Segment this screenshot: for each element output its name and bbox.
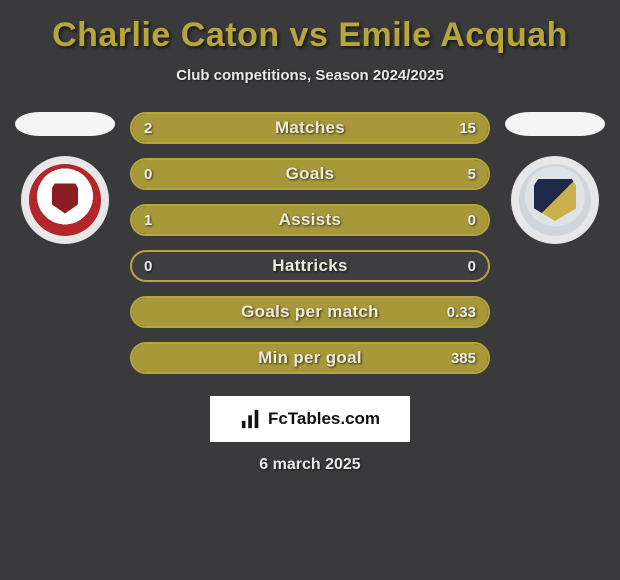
stat-value-right: 0 [468,206,476,234]
stat-label: Goals [132,160,488,188]
stat-value-left: 0 [144,160,152,188]
content-row: Matches215Goals05Assists10Hattricks00Goa… [0,112,620,374]
stat-label: Hattricks [132,252,488,280]
stat-value-right: 0.33 [447,298,476,326]
stat-label: Matches [132,114,488,142]
stat-label: Min per goal [132,344,488,372]
date-text: 6 march 2025 [0,456,620,474]
left-flag-icon [15,112,115,136]
stat-value-left: 2 [144,114,152,142]
stat-bars: Matches215Goals05Assists10Hattricks00Goa… [130,112,490,374]
left-player-col [10,112,120,244]
right-player-col [500,112,610,244]
stat-row: Min per goal385 [130,342,490,374]
left-club-crest [21,156,109,244]
page-title: Charlie Caton vs Emile Acquah [0,16,620,55]
crest-graphic-icon [29,164,101,236]
stat-value-left: 0 [144,252,152,280]
stat-value-right: 5 [468,160,476,188]
chart-bars-icon [240,408,262,430]
stat-value-right: 385 [451,344,476,372]
stat-value-right: 0 [468,252,476,280]
stat-row: Goals0 5 [130,158,490,190]
right-flag-icon [505,112,605,136]
stat-value-right: 15 [459,114,476,142]
right-club-crest [511,156,599,244]
brand-badge: FcTables.com [210,396,410,442]
subtitle: Club competitions, Season 2024/2025 [0,67,620,84]
stat-label: Goals per match [132,298,488,326]
stat-label: Assists [132,206,488,234]
brand-text: FcTables.com [268,409,380,429]
stat-value-left: 1 [144,206,152,234]
stat-row: Goals per match0.33 [130,296,490,328]
stat-row: Hattricks0 0 [130,250,490,282]
stat-row: Assists1 0 [130,204,490,236]
crest-graphic-icon [519,164,591,236]
stat-row: Matches2 15 [130,112,490,144]
comparison-card: Charlie Caton vs Emile Acquah Club compe… [0,0,620,534]
